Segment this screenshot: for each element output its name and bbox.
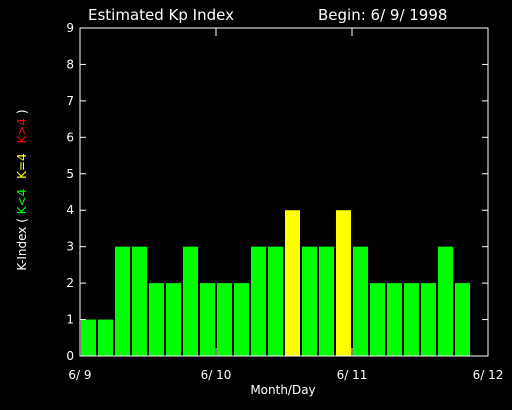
x-axis-label: Month/Day bbox=[250, 383, 315, 397]
y-axis-label-red: K>4 bbox=[15, 118, 29, 144]
y-axis-label-prefix: K-Index ( bbox=[15, 218, 29, 270]
y-tick-label: 6 bbox=[66, 130, 74, 144]
bars-group bbox=[81, 210, 470, 356]
kp-bar bbox=[455, 283, 470, 356]
axes-group bbox=[79, 27, 489, 357]
kp-bar bbox=[285, 210, 300, 356]
x-tick-label: 6/ 11 bbox=[337, 368, 368, 382]
kp-bar bbox=[81, 319, 96, 356]
kp-bar bbox=[166, 283, 181, 356]
y-axis-label-suffix: ) bbox=[15, 109, 29, 114]
x-tick-label: 6/ 12 bbox=[473, 368, 504, 382]
y-tick-label: 9 bbox=[66, 21, 74, 35]
y-axis-label-green: K<4 bbox=[15, 189, 29, 215]
x-tick-label: 6/ 10 bbox=[201, 368, 232, 382]
ticks-group: 0 1 2 3 4 5 6 7 8 9 6/ 9 6/ 10 6/ 11 6/ 12 bbox=[66, 21, 503, 382]
kp-bar bbox=[183, 246, 198, 356]
kp-bar bbox=[421, 283, 436, 356]
plot-frame bbox=[79, 27, 489, 357]
chart-title: Estimated Kp Index bbox=[88, 6, 234, 24]
kp-bar bbox=[438, 246, 453, 356]
kp-bar bbox=[404, 283, 419, 356]
y-tick-label: 1 bbox=[66, 313, 74, 327]
kp-bar bbox=[387, 283, 402, 356]
kp-bar bbox=[336, 210, 351, 356]
kp-bar bbox=[268, 246, 283, 356]
y-tick-label: 3 bbox=[66, 240, 74, 254]
kp-bar bbox=[149, 283, 164, 356]
kp-bar bbox=[302, 246, 317, 356]
y-tick-label: 2 bbox=[66, 276, 74, 290]
y-tick-label: 0 bbox=[66, 349, 74, 363]
kp-bar bbox=[251, 246, 266, 356]
y-tick-label: 4 bbox=[66, 203, 74, 217]
x-tick-label: 6/ 9 bbox=[68, 368, 91, 382]
kp-bar bbox=[115, 246, 130, 356]
kp-bar bbox=[132, 246, 147, 356]
kp-bar bbox=[217, 283, 232, 356]
y-axis-label: K-Index ( K<4 K=4 K>4 ) bbox=[15, 109, 29, 270]
begin-date-label: Begin: 6/ 9/ 1998 bbox=[318, 6, 447, 24]
y-axis-label-yellow: K=4 bbox=[15, 153, 29, 179]
kp-bar bbox=[200, 283, 215, 356]
y-tick-label: 7 bbox=[66, 94, 74, 108]
kp-bar bbox=[319, 246, 334, 356]
y-tick-label: 5 bbox=[66, 167, 74, 181]
kp-bar bbox=[98, 319, 113, 356]
kp-bar bbox=[370, 283, 385, 356]
kp-bar bbox=[234, 283, 249, 356]
y-tick-label: 8 bbox=[66, 57, 74, 71]
kp-bar bbox=[353, 246, 368, 356]
